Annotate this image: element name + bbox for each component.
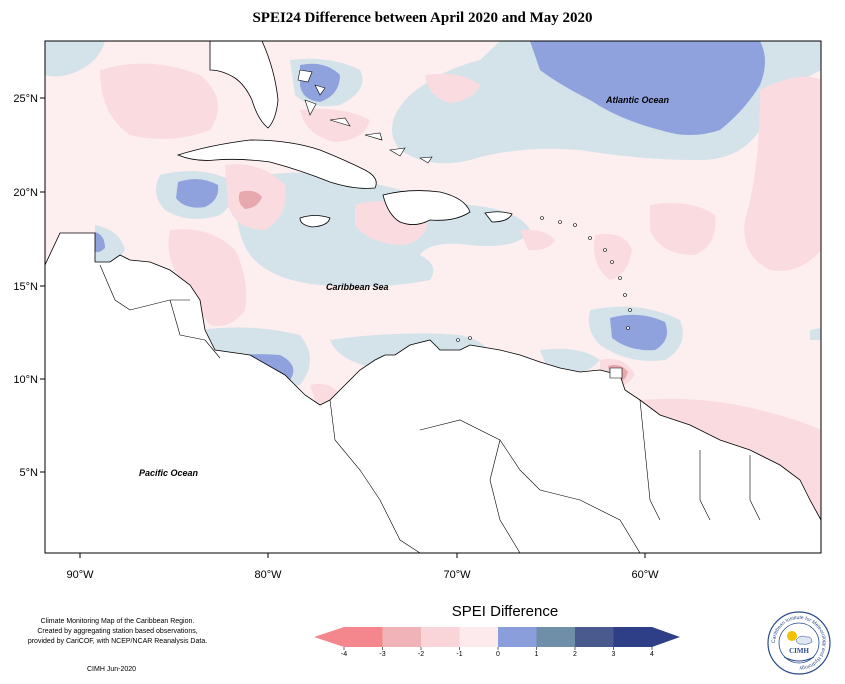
cloud-icon bbox=[795, 635, 813, 645]
colorbar-tick-label: -4 bbox=[341, 651, 347, 658]
sun-icon bbox=[787, 631, 797, 641]
colorbar-segment bbox=[498, 627, 537, 647]
longitude-axis bbox=[79, 553, 646, 558]
lat-tick-15n: 15°N bbox=[13, 281, 38, 293]
colorbar-tick-label: 1 bbox=[535, 651, 539, 658]
lat-tick-20n: 20°N bbox=[13, 187, 38, 199]
spei-colorbar: -4 -3 -2 -1 0 1 2 3 4 bbox=[314, 627, 680, 658]
pacific-ocean-label: Pacific Ocean bbox=[139, 468, 199, 478]
colorbar-tick-label: 2 bbox=[573, 651, 577, 658]
colorbar-tick-label: -1 bbox=[456, 651, 462, 658]
lon-tick-70w: 70°W bbox=[443, 569, 471, 581]
latitude-axis bbox=[40, 97, 45, 473]
map-title: SPEI24 Difference between April 2020 and… bbox=[252, 10, 593, 26]
credit-line-1: Climate Monitoring Map of the Caribbean … bbox=[40, 618, 195, 625]
wave-icon bbox=[783, 656, 815, 662]
logo-abbr: CIMH bbox=[789, 647, 809, 655]
lat-tick-25n: 25°N bbox=[13, 93, 38, 105]
colorbar-tick-label: -2 bbox=[418, 651, 424, 658]
colorbar-segment bbox=[421, 627, 460, 647]
colorbar-segment bbox=[459, 627, 499, 647]
colorbar-segment bbox=[536, 627, 576, 647]
colorbar-segment bbox=[382, 627, 422, 647]
colorbar-tick-label: 3 bbox=[612, 651, 616, 658]
colorbar-tick-label: -3 bbox=[379, 651, 385, 658]
colorbar-segment bbox=[575, 627, 614, 647]
land-masses bbox=[45, 41, 821, 553]
colorbar-segment bbox=[344, 627, 383, 647]
credit-line-2: Created by aggregating station based obs… bbox=[37, 628, 198, 635]
country-borders bbox=[99, 264, 761, 553]
colorbar-tick-label: 4 bbox=[650, 651, 654, 658]
lon-tick-60w: 60°W bbox=[631, 569, 659, 581]
colorbar-tick-label: 0 bbox=[496, 651, 500, 658]
lat-tick-5n: 5°N bbox=[20, 467, 39, 479]
credit-line-3: provided by CariCOF, with NCEP/NCAR Rean… bbox=[27, 638, 208, 645]
colorbar-segment bbox=[613, 627, 653, 647]
colorbar-arrow-left bbox=[314, 627, 344, 647]
lon-tick-90w: 90°W bbox=[66, 569, 94, 581]
caribbean-sea-label: Caribbean Sea bbox=[326, 282, 389, 292]
small-islands bbox=[297, 69, 632, 379]
colorbar-arrow-right bbox=[652, 627, 680, 647]
lon-tick-80w: 80°W bbox=[254, 569, 282, 581]
legend-title: SPEI Difference bbox=[451, 603, 559, 620]
lat-tick-10n: 10°N bbox=[13, 374, 38, 386]
cimh-logo: Caribbean Institute for Meteorology and … bbox=[767, 611, 831, 675]
map-credit: Climate Monitoring Map of the Caribbean … bbox=[10, 617, 225, 647]
credit-date: CIMH Jun-2020 bbox=[87, 666, 137, 673]
atlantic-ocean-label: Atlantic Ocean bbox=[605, 95, 670, 105]
map-frame bbox=[44, 40, 822, 554]
spei-field bbox=[45, 41, 821, 553]
